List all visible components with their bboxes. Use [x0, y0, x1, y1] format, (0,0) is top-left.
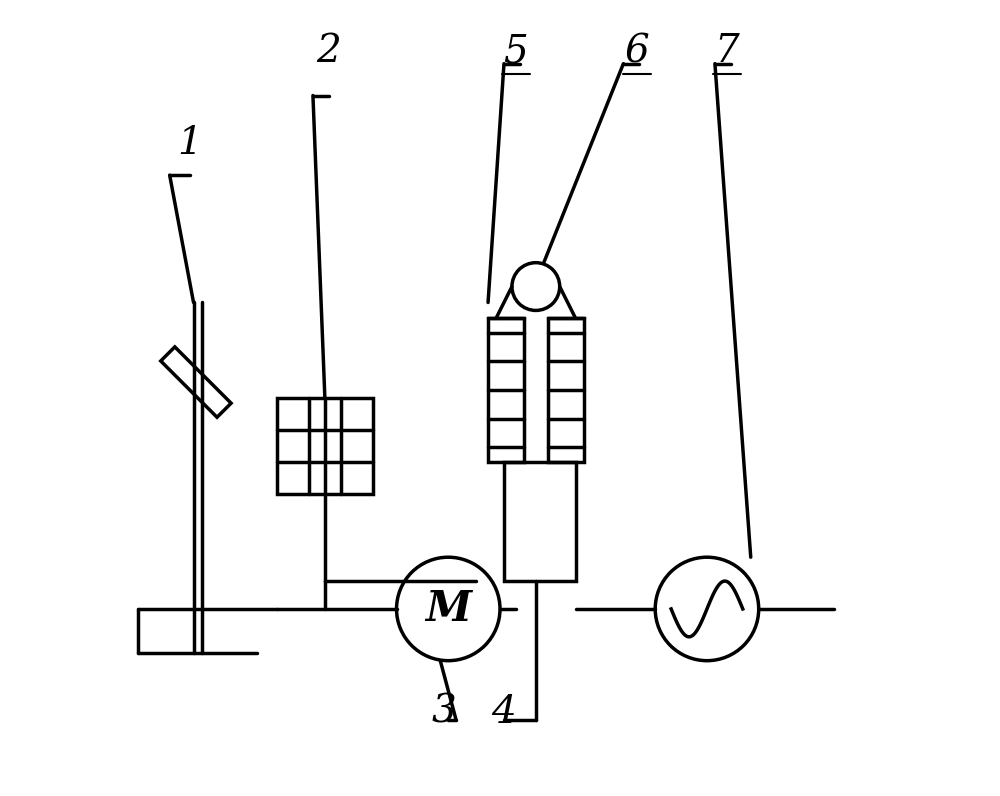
Text: M: M: [425, 588, 471, 630]
Text: 2: 2: [316, 33, 341, 70]
Bar: [277, 398, 373, 494]
Text: 4: 4: [492, 694, 516, 731]
Bar: [488, 318, 524, 462]
Bar: [504, 462, 576, 581]
Text: 1: 1: [177, 125, 202, 162]
Text: 6: 6: [625, 33, 649, 70]
Text: 7: 7: [714, 33, 739, 70]
Text: 5: 5: [504, 33, 528, 70]
Text: 3: 3: [432, 694, 457, 731]
Bar: [548, 318, 584, 462]
